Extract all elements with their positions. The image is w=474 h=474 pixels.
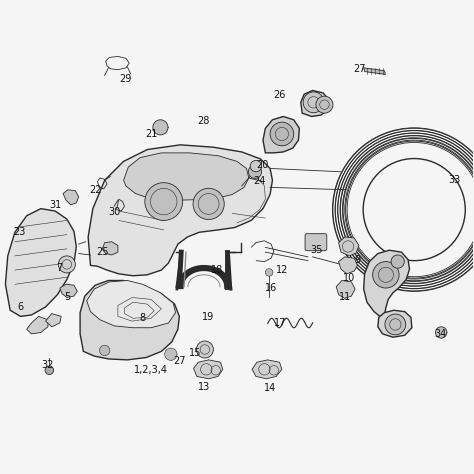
Circle shape bbox=[248, 165, 262, 178]
Circle shape bbox=[363, 158, 465, 261]
Polygon shape bbox=[63, 190, 79, 205]
Text: 9: 9 bbox=[355, 255, 361, 264]
Text: 21: 21 bbox=[146, 129, 158, 139]
Polygon shape bbox=[338, 257, 357, 274]
Polygon shape bbox=[124, 153, 249, 200]
Polygon shape bbox=[102, 242, 118, 255]
Text: 19: 19 bbox=[201, 312, 214, 322]
Text: 27: 27 bbox=[354, 64, 366, 74]
Circle shape bbox=[45, 366, 54, 374]
Text: 25: 25 bbox=[96, 247, 109, 257]
Circle shape bbox=[145, 182, 182, 220]
Text: 35: 35 bbox=[310, 245, 323, 255]
Text: 17: 17 bbox=[274, 318, 287, 328]
Text: 10: 10 bbox=[343, 273, 355, 283]
Circle shape bbox=[385, 314, 406, 335]
Text: 14: 14 bbox=[264, 383, 276, 393]
Polygon shape bbox=[5, 209, 76, 317]
FancyBboxPatch shape bbox=[305, 234, 327, 251]
Text: 6: 6 bbox=[18, 302, 24, 312]
Text: 8: 8 bbox=[139, 313, 146, 323]
Polygon shape bbox=[336, 281, 355, 299]
Polygon shape bbox=[378, 310, 412, 337]
Text: 13: 13 bbox=[198, 383, 210, 392]
Polygon shape bbox=[27, 317, 48, 334]
Polygon shape bbox=[88, 145, 273, 276]
Polygon shape bbox=[338, 237, 359, 256]
Circle shape bbox=[436, 327, 447, 338]
Circle shape bbox=[58, 256, 75, 273]
Circle shape bbox=[373, 262, 399, 288]
Text: 18: 18 bbox=[210, 265, 223, 275]
Text: 32: 32 bbox=[42, 360, 54, 370]
Text: 16: 16 bbox=[265, 283, 277, 292]
Text: 15: 15 bbox=[189, 348, 201, 358]
Polygon shape bbox=[80, 281, 179, 360]
Circle shape bbox=[193, 188, 224, 219]
Polygon shape bbox=[263, 117, 300, 153]
Circle shape bbox=[270, 122, 294, 146]
Text: 27: 27 bbox=[173, 356, 186, 366]
Circle shape bbox=[303, 92, 324, 113]
Polygon shape bbox=[87, 281, 175, 328]
Text: 29: 29 bbox=[120, 73, 132, 84]
Circle shape bbox=[100, 345, 110, 356]
Polygon shape bbox=[364, 250, 410, 318]
Polygon shape bbox=[301, 91, 329, 117]
Text: 11: 11 bbox=[338, 292, 351, 302]
Text: 7: 7 bbox=[57, 263, 63, 273]
Circle shape bbox=[265, 269, 273, 276]
Text: 24: 24 bbox=[254, 176, 266, 186]
Circle shape bbox=[153, 120, 168, 135]
Polygon shape bbox=[60, 284, 77, 298]
Circle shape bbox=[250, 160, 262, 172]
Text: 33: 33 bbox=[448, 175, 461, 185]
Polygon shape bbox=[193, 360, 223, 379]
Circle shape bbox=[196, 341, 213, 358]
Circle shape bbox=[164, 348, 177, 360]
Text: 23: 23 bbox=[13, 227, 26, 237]
Text: 1,2,3,4: 1,2,3,4 bbox=[134, 365, 168, 375]
Polygon shape bbox=[46, 314, 61, 327]
Polygon shape bbox=[252, 360, 282, 379]
Text: 12: 12 bbox=[276, 265, 288, 275]
Circle shape bbox=[316, 96, 333, 113]
Circle shape bbox=[346, 141, 474, 278]
Text: 30: 30 bbox=[108, 207, 120, 217]
Text: 34: 34 bbox=[434, 329, 447, 339]
Text: 20: 20 bbox=[256, 160, 268, 170]
Text: 5: 5 bbox=[64, 292, 71, 302]
Circle shape bbox=[391, 255, 404, 268]
Polygon shape bbox=[364, 68, 385, 74]
Text: 22: 22 bbox=[89, 185, 101, 195]
Text: 28: 28 bbox=[198, 116, 210, 126]
Text: 26: 26 bbox=[273, 90, 286, 100]
Text: 31: 31 bbox=[49, 200, 61, 210]
